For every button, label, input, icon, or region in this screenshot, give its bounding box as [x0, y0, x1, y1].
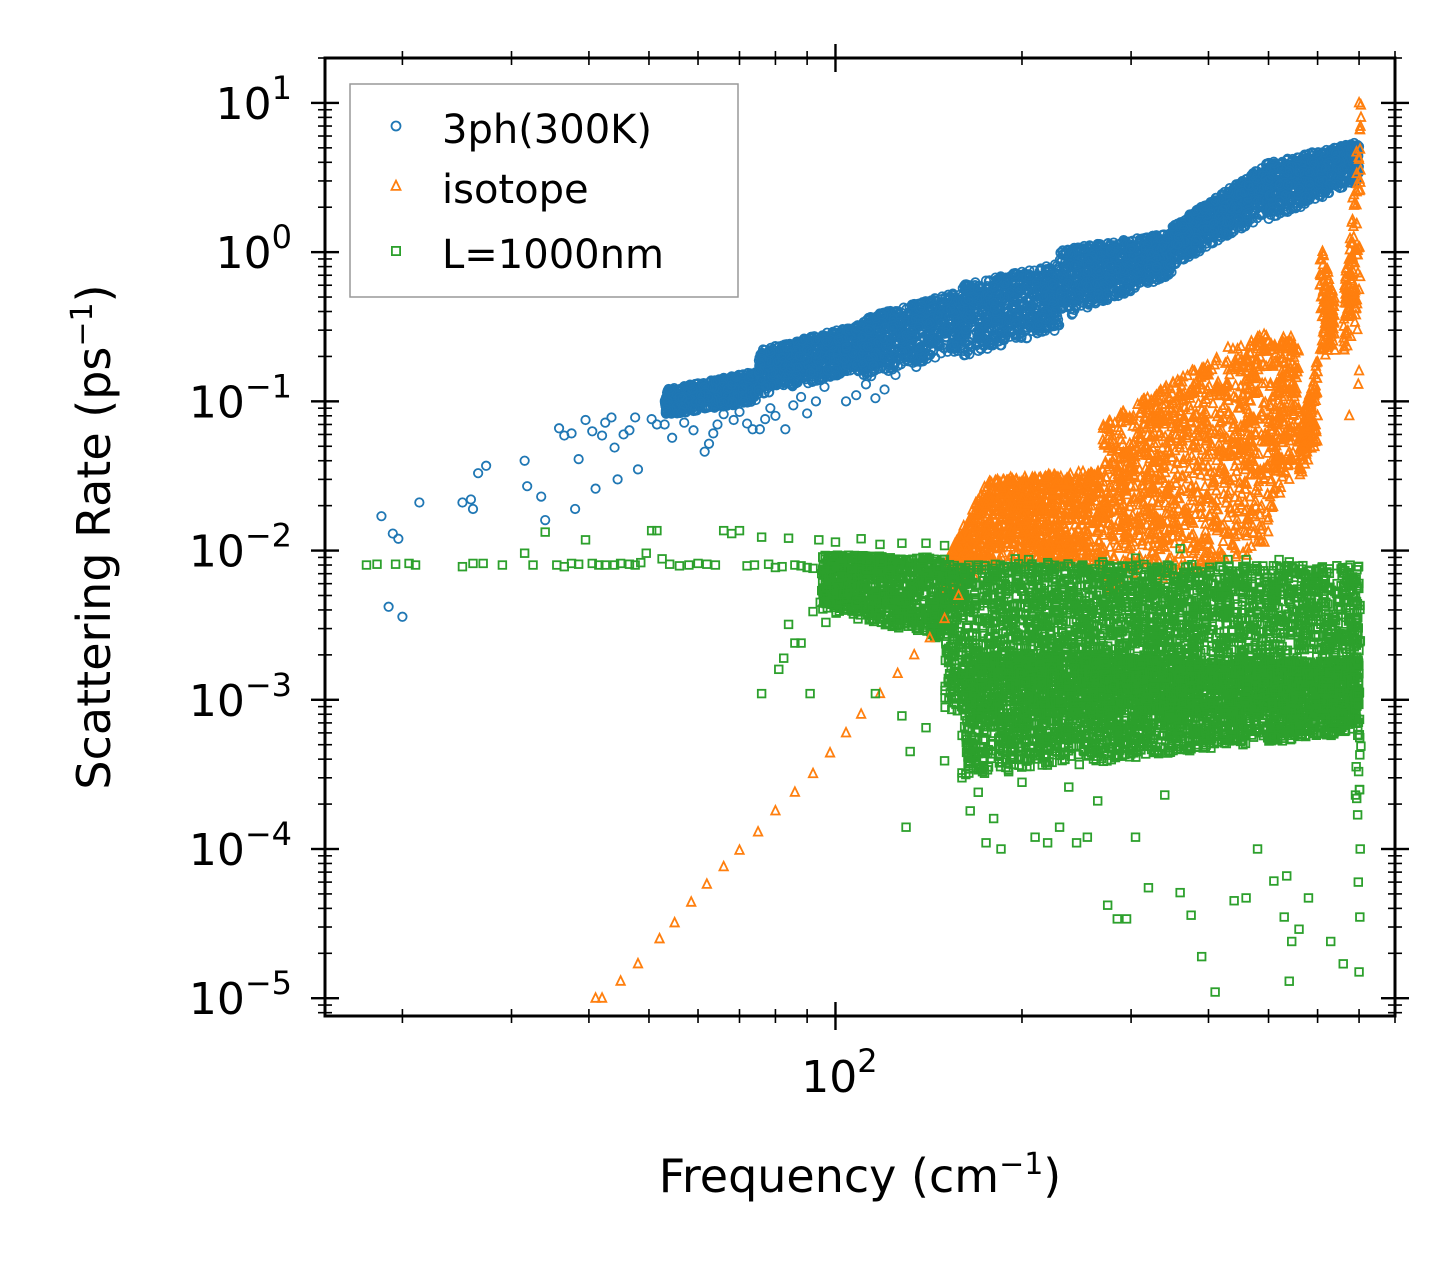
series-0-band-point: [707, 382, 718, 393]
series-0-band-point: [702, 402, 713, 413]
series-0-band-point: [664, 384, 676, 395]
series-0-band-point: [689, 404, 700, 415]
series-0-band-point: [718, 373, 729, 384]
series-0-band-point: [737, 390, 748, 401]
series-0-band-point: [722, 383, 733, 395]
series-0-band-point: [695, 390, 706, 401]
series-0-band-point: [671, 401, 682, 413]
density-bands: [659, 98, 1367, 820]
series-0-bands: [659, 137, 1365, 419]
series-0-band-point: [660, 404, 672, 415]
